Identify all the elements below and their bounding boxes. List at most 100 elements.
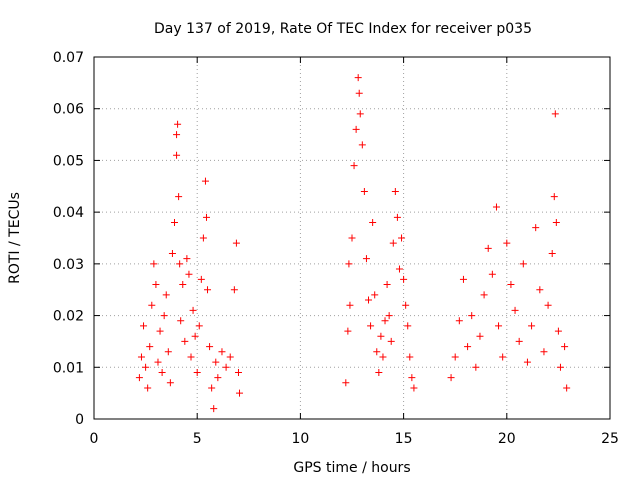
data-point — [556, 363, 564, 371]
data-point — [447, 374, 455, 382]
y-tick-label: 0.01 — [53, 360, 84, 376]
y-tick-label: 0.07 — [53, 50, 84, 66]
data-point — [206, 343, 214, 351]
data-point — [369, 218, 377, 226]
chart-title: Day 137 of 2019, Rate Of TEC Index for r… — [154, 21, 532, 37]
data-point — [152, 281, 160, 289]
y-tick-label: 0.03 — [53, 257, 84, 273]
data-point — [544, 301, 552, 309]
data-point — [550, 193, 558, 201]
data-points — [135, 74, 571, 413]
data-point — [503, 239, 511, 247]
data-point — [408, 374, 416, 382]
data-point — [173, 131, 181, 139]
data-point — [214, 374, 222, 382]
data-point — [195, 322, 203, 330]
data-point — [230, 286, 238, 294]
data-point — [410, 384, 418, 392]
data-point — [488, 270, 496, 278]
data-point — [189, 306, 197, 314]
y-axis-label: ROTI / TECUs — [7, 192, 23, 284]
data-point — [356, 110, 364, 118]
data-point — [395, 265, 403, 273]
data-point — [168, 250, 176, 258]
data-point — [480, 291, 488, 299]
data-point — [202, 213, 210, 221]
data-point — [135, 374, 143, 382]
data-point — [385, 312, 393, 320]
data-point — [232, 239, 240, 247]
data-point — [175, 193, 183, 201]
data-point — [391, 187, 399, 195]
data-point — [160, 312, 168, 320]
data-point — [507, 281, 515, 289]
data-point — [371, 291, 379, 299]
data-point — [393, 213, 401, 221]
data-point — [495, 322, 503, 330]
data-point — [236, 389, 244, 397]
data-point — [459, 275, 467, 283]
data-point — [176, 260, 184, 268]
data-point — [540, 348, 548, 356]
data-point — [552, 218, 560, 226]
data-point — [404, 322, 412, 330]
data-point — [379, 353, 387, 361]
data-point — [170, 218, 178, 226]
data-point — [342, 379, 350, 387]
data-point — [156, 327, 164, 335]
data-point — [212, 358, 220, 366]
data-point — [201, 177, 209, 185]
data-point — [519, 260, 527, 268]
data-point — [360, 187, 368, 195]
data-point — [345, 260, 353, 268]
data-point — [464, 343, 472, 351]
x-tick-label: 10 — [291, 431, 309, 447]
data-point — [162, 291, 170, 299]
data-point — [146, 343, 154, 351]
axis-ticks — [93, 56, 611, 420]
data-point — [154, 358, 162, 366]
data-point — [551, 110, 559, 118]
data-point — [375, 368, 383, 376]
data-point — [174, 120, 182, 128]
x-tick-label: 20 — [498, 431, 516, 447]
data-point — [187, 353, 195, 361]
data-point — [499, 353, 507, 361]
data-point — [179, 281, 187, 289]
data-point — [365, 296, 373, 304]
data-point — [523, 358, 531, 366]
data-point — [532, 224, 540, 232]
data-point — [455, 317, 463, 325]
data-point — [563, 384, 571, 392]
data-point — [383, 281, 391, 289]
data-point — [402, 301, 410, 309]
data-point — [181, 337, 189, 345]
data-point — [348, 234, 356, 242]
data-point — [406, 353, 414, 361]
data-point — [218, 348, 226, 356]
data-point — [140, 322, 148, 330]
tick-labels: 0 5 10 15 20 25 0 0.01 0.02 0.03 0.04 0.05 0.06 0.07 — [53, 50, 619, 447]
y-tick-label: 0.02 — [53, 309, 84, 325]
data-point — [528, 322, 536, 330]
y-tick-label: 0.06 — [53, 102, 84, 118]
data-point — [358, 141, 366, 149]
data-point — [226, 353, 234, 361]
data-point — [354, 74, 362, 82]
data-point — [234, 368, 242, 376]
y-tick-label: 0.04 — [53, 205, 84, 221]
data-point — [137, 353, 145, 361]
data-point — [346, 301, 354, 309]
data-point — [148, 301, 156, 309]
data-point — [367, 322, 375, 330]
data-point — [158, 368, 166, 376]
y-tick-label: 0 — [75, 412, 84, 428]
data-point — [177, 317, 185, 325]
data-point — [492, 203, 500, 211]
data-point — [222, 363, 230, 371]
data-point — [387, 337, 395, 345]
data-point — [173, 151, 181, 159]
data-point — [398, 234, 406, 242]
data-point — [561, 343, 569, 351]
data-point — [548, 250, 556, 258]
